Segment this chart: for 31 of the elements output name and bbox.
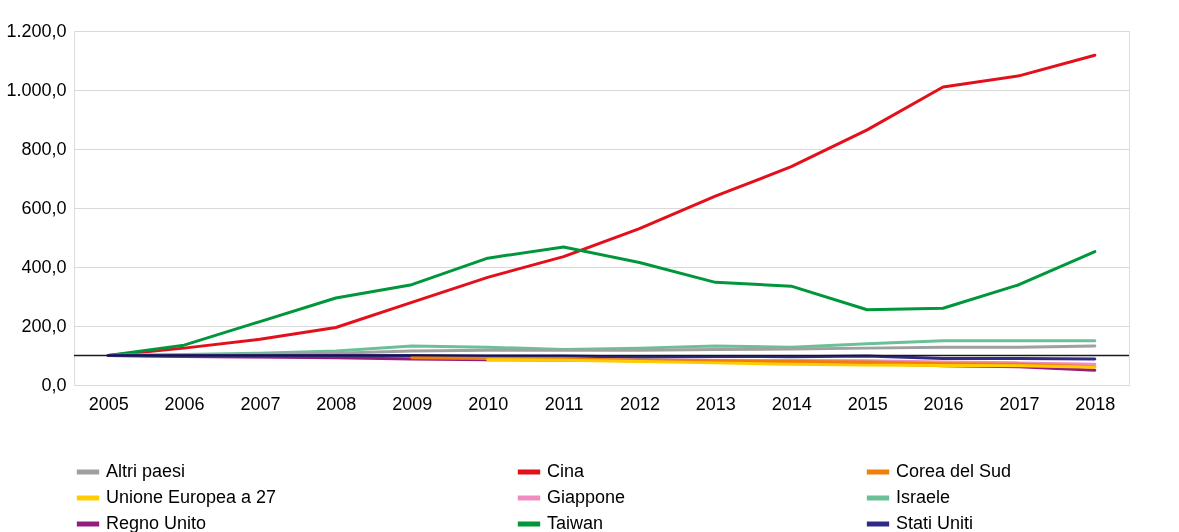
legend-label: Cina — [547, 461, 586, 481]
legend-label: Taiwan — [547, 513, 604, 532]
legend-label: Stati Uniti — [896, 513, 974, 532]
x-tick-label: 2012 — [619, 393, 660, 414]
line-series — [486, 358, 1097, 369]
x-tick-label: 2005 — [88, 393, 129, 414]
y-tick-label: 200,0 — [21, 315, 67, 336]
y-tick-label: 1.200,0 — [6, 20, 67, 41]
x-tick-label: 2007 — [240, 393, 281, 414]
x-tick-label: 2013 — [695, 393, 736, 414]
legend-label: Altri paesi — [106, 461, 186, 481]
x-tick-label: 2014 — [771, 393, 812, 414]
legend-label: Unione Europea a 27 — [106, 487, 277, 507]
legend-label: Giappone — [547, 487, 626, 507]
y-tick-label: 600,0 — [21, 197, 67, 218]
x-tick-label: 2011 — [544, 393, 584, 414]
legend-label: Israele — [896, 487, 951, 507]
y-tick-label: 400,0 — [21, 256, 67, 277]
y-tick-label: 1.000,0 — [6, 79, 67, 100]
y-tick-label: 0,0 — [41, 374, 67, 395]
x-tick-label: 2017 — [999, 393, 1040, 414]
x-tick-label: 2008 — [316, 393, 357, 414]
x-tick-label: 2010 — [468, 393, 509, 414]
x-tick-label: 2018 — [1075, 393, 1116, 414]
x-tick-label: 2006 — [164, 393, 205, 414]
x-tick-label: 2016 — [923, 393, 964, 414]
legend-label: Corea del Sud — [896, 461, 1012, 481]
legend-label: Regno Unito — [106, 513, 207, 532]
y-tick-label: 800,0 — [21, 138, 67, 159]
x-tick-label: 2009 — [392, 393, 433, 414]
x-tick-label: 2015 — [847, 393, 888, 414]
